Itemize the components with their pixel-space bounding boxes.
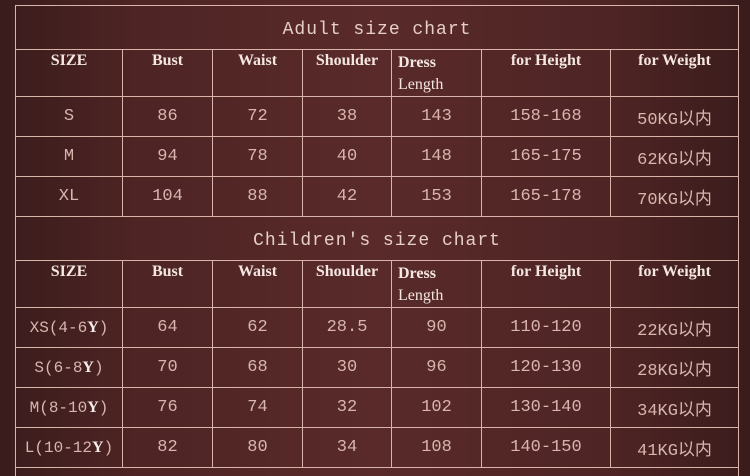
- header-height: for Height: [482, 261, 611, 308]
- cell-waist: 80: [213, 428, 303, 468]
- section-title: Children's size chart: [16, 217, 739, 261]
- cell-dress-length: 148: [392, 137, 482, 177]
- cell-bust: 104: [123, 177, 213, 217]
- cell-weight: 22KG以内: [611, 308, 739, 348]
- cell-shoulder: 38: [303, 97, 392, 137]
- cell-size: M: [16, 137, 123, 177]
- cell-weight: 50KG以内: [611, 97, 739, 137]
- size-unit: Y: [87, 319, 99, 336]
- cell-shoulder: 30: [303, 348, 392, 388]
- cell-waist: 74: [213, 388, 303, 428]
- header-dress-length: Dress Length: [392, 261, 482, 308]
- cell-weight: 41KG以内: [611, 428, 739, 468]
- size-label: S(6-8: [34, 359, 82, 377]
- cell-dress-length: 102: [392, 388, 482, 428]
- cell-bust: 82: [123, 428, 213, 468]
- header-length: Length: [398, 76, 443, 93]
- header-dress: Dress: [398, 265, 436, 282]
- cell-dress-length: 96: [392, 348, 482, 388]
- header-weight: for Weight: [611, 261, 739, 308]
- cell-height: 165-178: [482, 177, 611, 217]
- header-length: Length: [398, 287, 443, 304]
- cell-dress-length: 90: [392, 308, 482, 348]
- size-label: XS(4-6: [30, 319, 88, 337]
- cell-size: S: [16, 97, 123, 137]
- cell-waist: 72: [213, 97, 303, 137]
- cell-weight: 70KG以内: [611, 177, 739, 217]
- size-unit: Y: [82, 359, 94, 376]
- cell-waist: 68: [213, 348, 303, 388]
- cell-shoulder: 40: [303, 137, 392, 177]
- header-waist: Waist: [213, 50, 303, 97]
- cell-size: M(8-10Y): [16, 388, 123, 428]
- size-close: ): [99, 399, 109, 417]
- cell-waist: 78: [213, 137, 303, 177]
- header-size: SIZE: [16, 261, 123, 308]
- header-weight: for Weight: [611, 50, 739, 97]
- size-close: ): [104, 439, 114, 457]
- cell-dress-length: 143: [392, 97, 482, 137]
- cell-bust: 86: [123, 97, 213, 137]
- cell-bust: 70: [123, 348, 213, 388]
- header-size: SIZE: [16, 50, 123, 97]
- header-bust: Bust: [123, 50, 213, 97]
- size-unit: Y: [87, 399, 99, 416]
- cell-shoulder: 42: [303, 177, 392, 217]
- cell-shoulder: 32: [303, 388, 392, 428]
- header-shoulder: Shoulder: [303, 50, 392, 97]
- size-unit: Y: [92, 439, 104, 456]
- size-label: L(10-12: [25, 439, 92, 457]
- header-dress: Dress: [398, 54, 436, 71]
- cell-height: 158-168: [482, 97, 611, 137]
- size-close: ): [94, 359, 104, 377]
- cell-height: 165-175: [482, 137, 611, 177]
- section-title: Adult size chart: [16, 6, 739, 50]
- cell-height: 120-130: [482, 348, 611, 388]
- cell-waist: 88: [213, 177, 303, 217]
- table-footer: [16, 468, 739, 476]
- cell-shoulder: 34: [303, 428, 392, 468]
- cell-height: 110-120: [482, 308, 611, 348]
- header-shoulder: Shoulder: [303, 261, 392, 308]
- cell-dress-length: 108: [392, 428, 482, 468]
- header-waist: Waist: [213, 261, 303, 308]
- cell-bust: 94: [123, 137, 213, 177]
- cell-dress-length: 153: [392, 177, 482, 217]
- cell-size: XS(4-6Y): [16, 308, 123, 348]
- cell-weight: 34KG以内: [611, 388, 739, 428]
- cell-height: 140-150: [482, 428, 611, 468]
- size-label: M(8-10: [30, 399, 88, 417]
- header-dress-length: Dress Length: [392, 50, 482, 97]
- cell-size: S(6-8Y): [16, 348, 123, 388]
- cell-bust: 76: [123, 388, 213, 428]
- cell-size: XL: [16, 177, 123, 217]
- header-height: for Height: [482, 50, 611, 97]
- cell-waist: 62: [213, 308, 303, 348]
- cell-weight: 62KG以内: [611, 137, 739, 177]
- cell-size: L(10-12Y): [16, 428, 123, 468]
- cell-height: 130-140: [482, 388, 611, 428]
- cell-bust: 64: [123, 308, 213, 348]
- size-close: ): [99, 319, 109, 337]
- header-bust: Bust: [123, 261, 213, 308]
- cell-shoulder: 28.5: [303, 308, 392, 348]
- cell-weight: 28KG以内: [611, 348, 739, 388]
